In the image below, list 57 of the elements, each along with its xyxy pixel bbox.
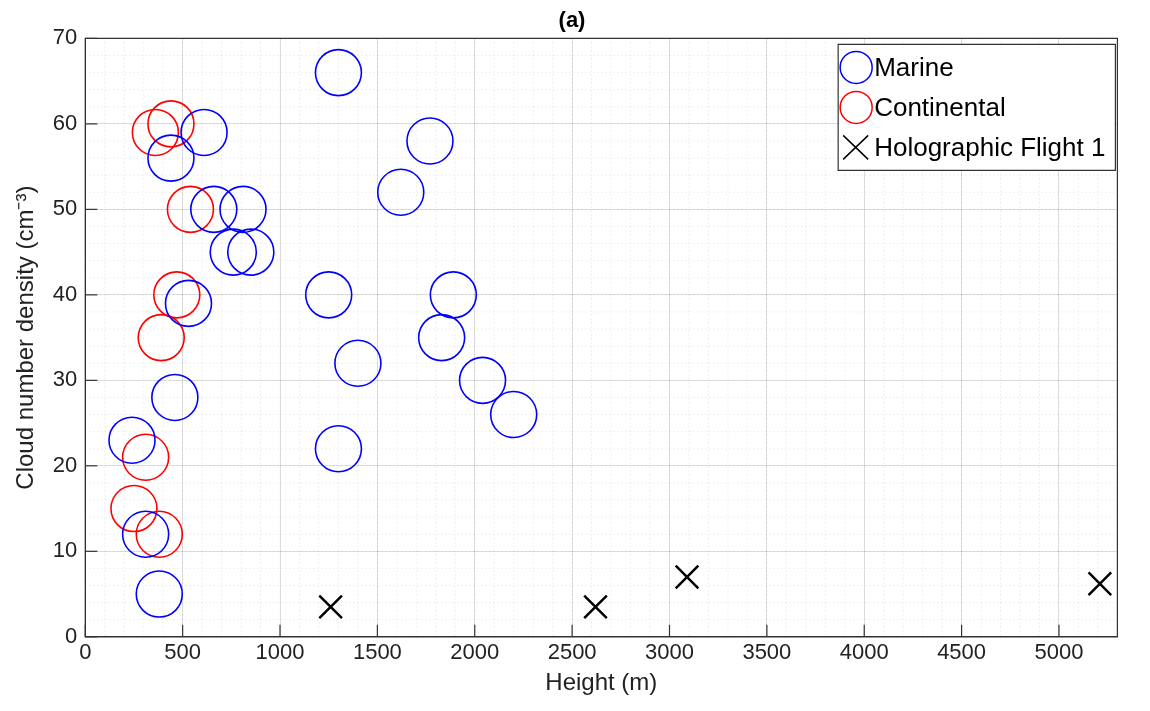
x-tick-label: 4500 (937, 639, 987, 665)
point (489, 390, 538, 439)
point (151, 373, 199, 422)
point (429, 271, 478, 319)
point (164, 279, 213, 328)
point (227, 228, 275, 276)
point (458, 356, 507, 405)
x-tick-label: 2000 (450, 639, 500, 665)
point (318, 594, 344, 620)
point (674, 564, 700, 590)
point (131, 108, 180, 157)
x-tick-label: 1500 (352, 639, 402, 665)
point (376, 168, 425, 217)
x-tick-label: 4000 (839, 639, 889, 665)
point (190, 185, 238, 234)
point (209, 228, 258, 276)
point (304, 271, 353, 319)
x-tick-label: 500 (164, 639, 201, 665)
point (180, 108, 228, 157)
point (153, 271, 201, 319)
y-tick-label: 30 (52, 366, 78, 392)
y-axis-title: Cloud number density (cm⁻³) (11, 185, 39, 490)
point (314, 424, 363, 473)
x-tick-label: 2500 (547, 639, 597, 665)
point (334, 339, 382, 388)
point (1087, 571, 1113, 597)
point (121, 510, 170, 559)
x-axis-title: Height (m) (545, 668, 658, 696)
point (417, 313, 466, 362)
point (582, 594, 609, 620)
point (219, 185, 267, 234)
y-tick-label: 70 (52, 24, 78, 50)
chart-title: (a) (558, 7, 586, 33)
y-tick-label: 40 (52, 280, 78, 306)
point (406, 117, 454, 165)
y-tick-label: 10 (52, 537, 78, 563)
point (147, 134, 195, 182)
legend-label: Marine (874, 51, 954, 82)
legend-label: Holographic Flight 1 (874, 131, 1106, 162)
point (137, 313, 186, 362)
x-tick-label: 1000 (255, 639, 305, 665)
point (135, 570, 184, 618)
y-tick-label: 60 (52, 109, 78, 135)
y-tick-label: 50 (52, 195, 78, 221)
point (314, 48, 363, 97)
x-tick-label: 5000 (1034, 639, 1084, 665)
x-tick-label: 3000 (645, 639, 694, 665)
point (110, 484, 158, 533)
x-tick-label: 3500 (742, 639, 792, 665)
y-tick-label: 20 (52, 451, 78, 477)
point (166, 185, 215, 234)
y-tick-label: 0 (65, 622, 78, 648)
point (121, 433, 170, 482)
point (135, 510, 184, 559)
point (147, 100, 195, 148)
legend-label: Continental (874, 91, 1006, 122)
point (108, 416, 156, 464)
